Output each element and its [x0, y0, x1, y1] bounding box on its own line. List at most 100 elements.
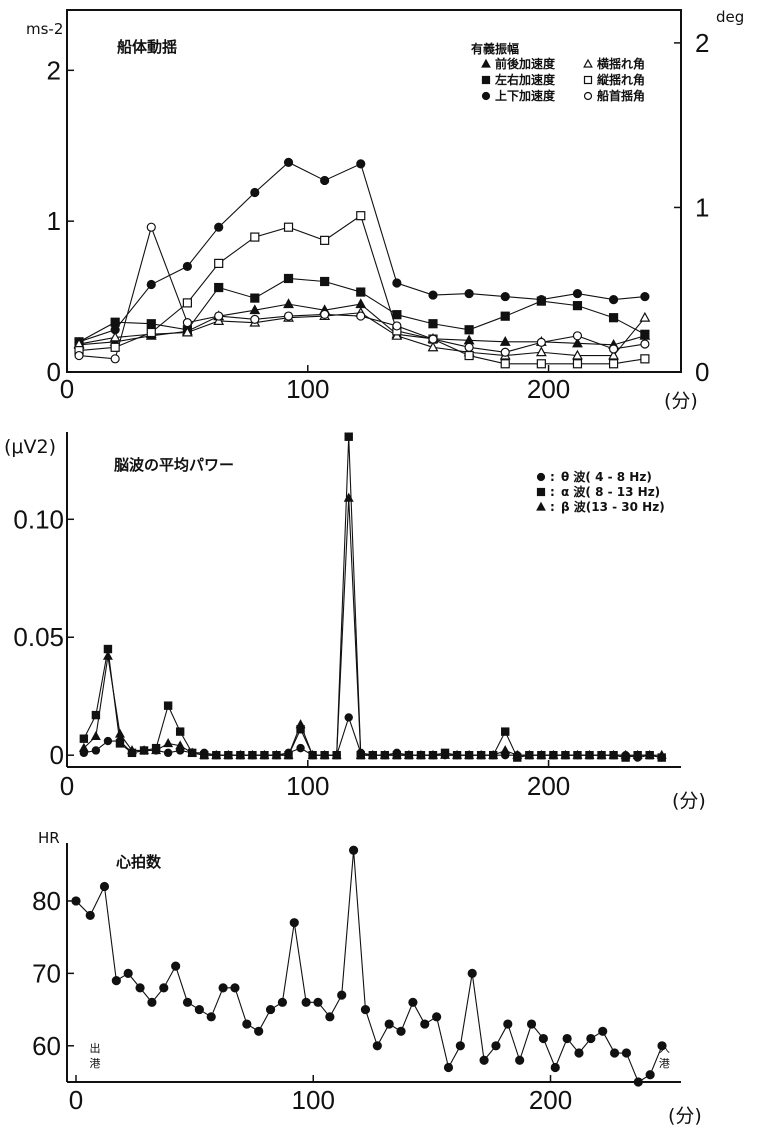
legend-label: 縦揺れ角 — [597, 72, 645, 87]
data-point — [572, 349, 583, 360]
data-point — [476, 749, 487, 759]
data-point — [538, 1033, 548, 1044]
chart-title: 心拍数 — [116, 853, 162, 871]
data-point — [214, 258, 224, 268]
axis-ticks: 0 100 200 0 1 2 0 1 2 — [47, 28, 710, 404]
data-point — [182, 997, 193, 1007]
data-point — [443, 1062, 454, 1073]
data-point — [277, 997, 288, 1007]
data-point — [283, 222, 294, 232]
y-right-tick-label: 0 — [695, 357, 709, 387]
series-line — [83, 498, 662, 756]
data-point — [91, 710, 101, 720]
data-point — [319, 749, 330, 759]
y-axis-label: ms-2 — [26, 20, 63, 38]
data-point — [151, 745, 162, 755]
y-tick-label: 60 — [32, 1031, 61, 1061]
data-point — [536, 295, 546, 305]
data-point — [464, 350, 474, 361]
data-point — [344, 713, 353, 722]
data-point — [91, 746, 101, 755]
data-point — [608, 344, 619, 354]
data-point — [313, 997, 323, 1007]
data-point — [500, 347, 510, 357]
data-point — [343, 492, 354, 502]
data-point — [218, 983, 228, 993]
legend-marker — [536, 472, 546, 482]
data-point — [171, 961, 181, 971]
data-point — [640, 291, 650, 302]
data-point — [379, 749, 390, 759]
data-point — [608, 749, 619, 759]
annotation-label: 出 — [89, 1041, 100, 1055]
data-point — [283, 273, 294, 284]
data-point — [644, 749, 655, 759]
data-point — [500, 359, 510, 369]
data-point — [360, 1004, 371, 1015]
legend-label: 前後加速度 — [495, 56, 556, 71]
data-point — [403, 749, 414, 759]
y-right-tick-label: 2 — [695, 28, 709, 58]
legend-separator: : — [550, 470, 555, 484]
data-point — [455, 1041, 465, 1051]
data-point — [356, 159, 366, 169]
data-point — [656, 749, 667, 759]
series-line — [75, 850, 663, 1083]
data-point — [146, 319, 156, 329]
data-point — [491, 1041, 501, 1051]
legend-marker — [583, 75, 593, 85]
data-point — [572, 749, 583, 759]
data-point — [584, 749, 595, 759]
data-point — [320, 276, 330, 287]
legend-marker — [583, 91, 593, 101]
data-point — [356, 311, 366, 321]
data-point — [301, 997, 311, 1007]
data-point — [355, 298, 367, 309]
data-point — [586, 1033, 596, 1044]
data-point — [467, 968, 477, 978]
data-point — [194, 1004, 204, 1015]
data-point — [536, 337, 546, 347]
data-point — [146, 279, 156, 290]
data-point — [464, 325, 474, 335]
data-point — [574, 1048, 584, 1058]
y-tick-label: 2 — [47, 55, 61, 85]
legend-marker — [481, 58, 491, 68]
data-point — [182, 261, 192, 272]
data-point — [283, 157, 294, 167]
legend-label: 横揺れ角 — [597, 56, 645, 71]
x-tick-label: 100 — [286, 771, 329, 801]
y-tick-label: 1 — [47, 206, 61, 236]
data-point — [440, 749, 451, 759]
data-point — [512, 749, 523, 759]
data-point — [85, 910, 95, 921]
data-point — [608, 359, 619, 369]
data-point — [182, 318, 192, 328]
data-point — [620, 749, 631, 759]
data-point — [428, 319, 438, 329]
data-point — [396, 1026, 406, 1036]
data-point — [250, 187, 260, 198]
data-point — [109, 331, 121, 342]
legend-label: θ 波( 4 - 8 Hz) — [561, 469, 652, 484]
data-point — [214, 282, 224, 293]
legend-marker — [536, 501, 546, 511]
data-point — [645, 1070, 655, 1080]
data-point — [596, 749, 607, 759]
data-point — [271, 749, 282, 759]
data-point — [320, 235, 330, 245]
panel-eeg-power: (μV2) 脳波の平均パワー (分) 0 100 200 0 0.05 0.10 : θ 波… — [4, 432, 706, 812]
data-point — [182, 298, 192, 308]
data-point — [572, 331, 583, 341]
data-point — [452, 749, 463, 759]
data-point — [428, 290, 438, 300]
data-point — [187, 747, 198, 757]
data-point — [501, 727, 510, 736]
data-point — [175, 727, 185, 736]
series-layer — [71, 845, 667, 1087]
data-point — [524, 749, 535, 759]
data-point — [289, 918, 299, 928]
data-point — [102, 650, 113, 660]
